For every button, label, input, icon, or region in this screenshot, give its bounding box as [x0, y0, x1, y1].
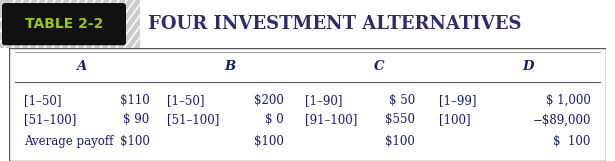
- Text: [51–100]: [51–100]: [167, 113, 220, 126]
- Text: $100: $100: [119, 135, 149, 148]
- Text: TABLE 2-2: TABLE 2-2: [25, 17, 103, 31]
- Text: [91–100]: [91–100]: [304, 113, 357, 126]
- Text: [1–90]: [1–90]: [304, 94, 342, 107]
- Text: [51–100]: [51–100]: [24, 113, 76, 126]
- Text: $550: $550: [385, 113, 415, 126]
- Text: $100: $100: [385, 135, 415, 148]
- Text: $100: $100: [254, 135, 284, 148]
- Text: $110: $110: [120, 94, 149, 107]
- Text: −$89,000: −$89,000: [533, 113, 591, 126]
- Text: C: C: [374, 60, 384, 73]
- Text: $ 50: $ 50: [389, 94, 415, 107]
- Bar: [140, 0, 615, 48]
- Text: $200: $200: [254, 94, 284, 107]
- Text: $ 90: $ 90: [123, 113, 149, 126]
- Text: $ 0: $ 0: [265, 113, 284, 126]
- Text: FOUR INVESTMENT ALTERNATIVES: FOUR INVESTMENT ALTERNATIVES: [148, 15, 522, 33]
- Text: D: D: [523, 60, 534, 73]
- Bar: [0, 0, 140, 48]
- Text: B: B: [224, 60, 236, 73]
- Text: Average payoff: Average payoff: [24, 135, 114, 148]
- Text: $  100: $ 100: [554, 135, 591, 148]
- Text: [1–50]: [1–50]: [24, 94, 62, 107]
- FancyBboxPatch shape: [2, 3, 126, 45]
- Text: [1–50]: [1–50]: [167, 94, 205, 107]
- Text: [1–99]: [1–99]: [438, 94, 476, 107]
- Text: [100]: [100]: [438, 113, 470, 126]
- Text: A: A: [76, 60, 86, 73]
- Text: $ 1,000: $ 1,000: [546, 94, 591, 107]
